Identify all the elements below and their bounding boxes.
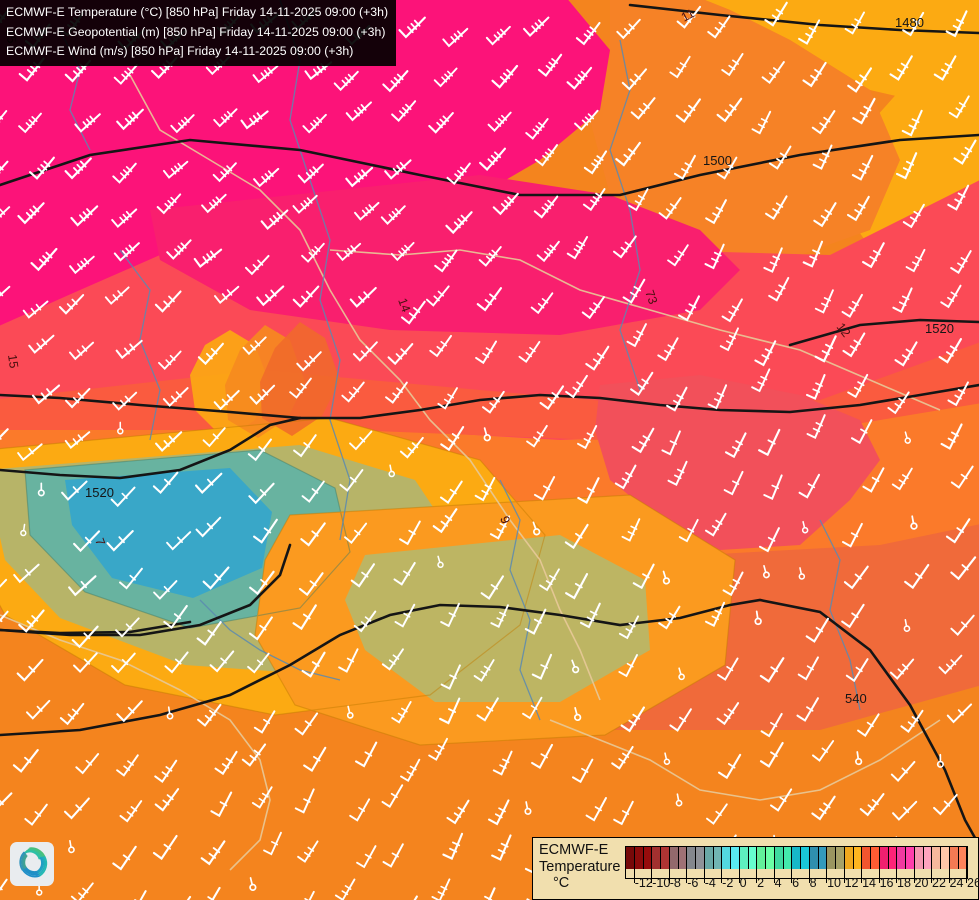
svg-text:1520: 1520 [925,321,954,336]
svg-text:7: 7 [92,536,108,547]
svg-text:14: 14 [395,296,413,314]
svg-text:9: 9 [497,514,513,525]
svg-text:1500: 1500 [703,153,732,168]
svg-text:15: 15 [5,353,21,369]
svg-text:540: 540 [845,691,867,706]
svg-text:11: 11 [679,6,697,24]
svg-text:12: 12 [834,320,854,340]
svg-text:1520: 1520 [85,485,114,500]
svg-text:1480: 1480 [895,15,924,30]
svg-text:73: 73 [642,288,660,306]
